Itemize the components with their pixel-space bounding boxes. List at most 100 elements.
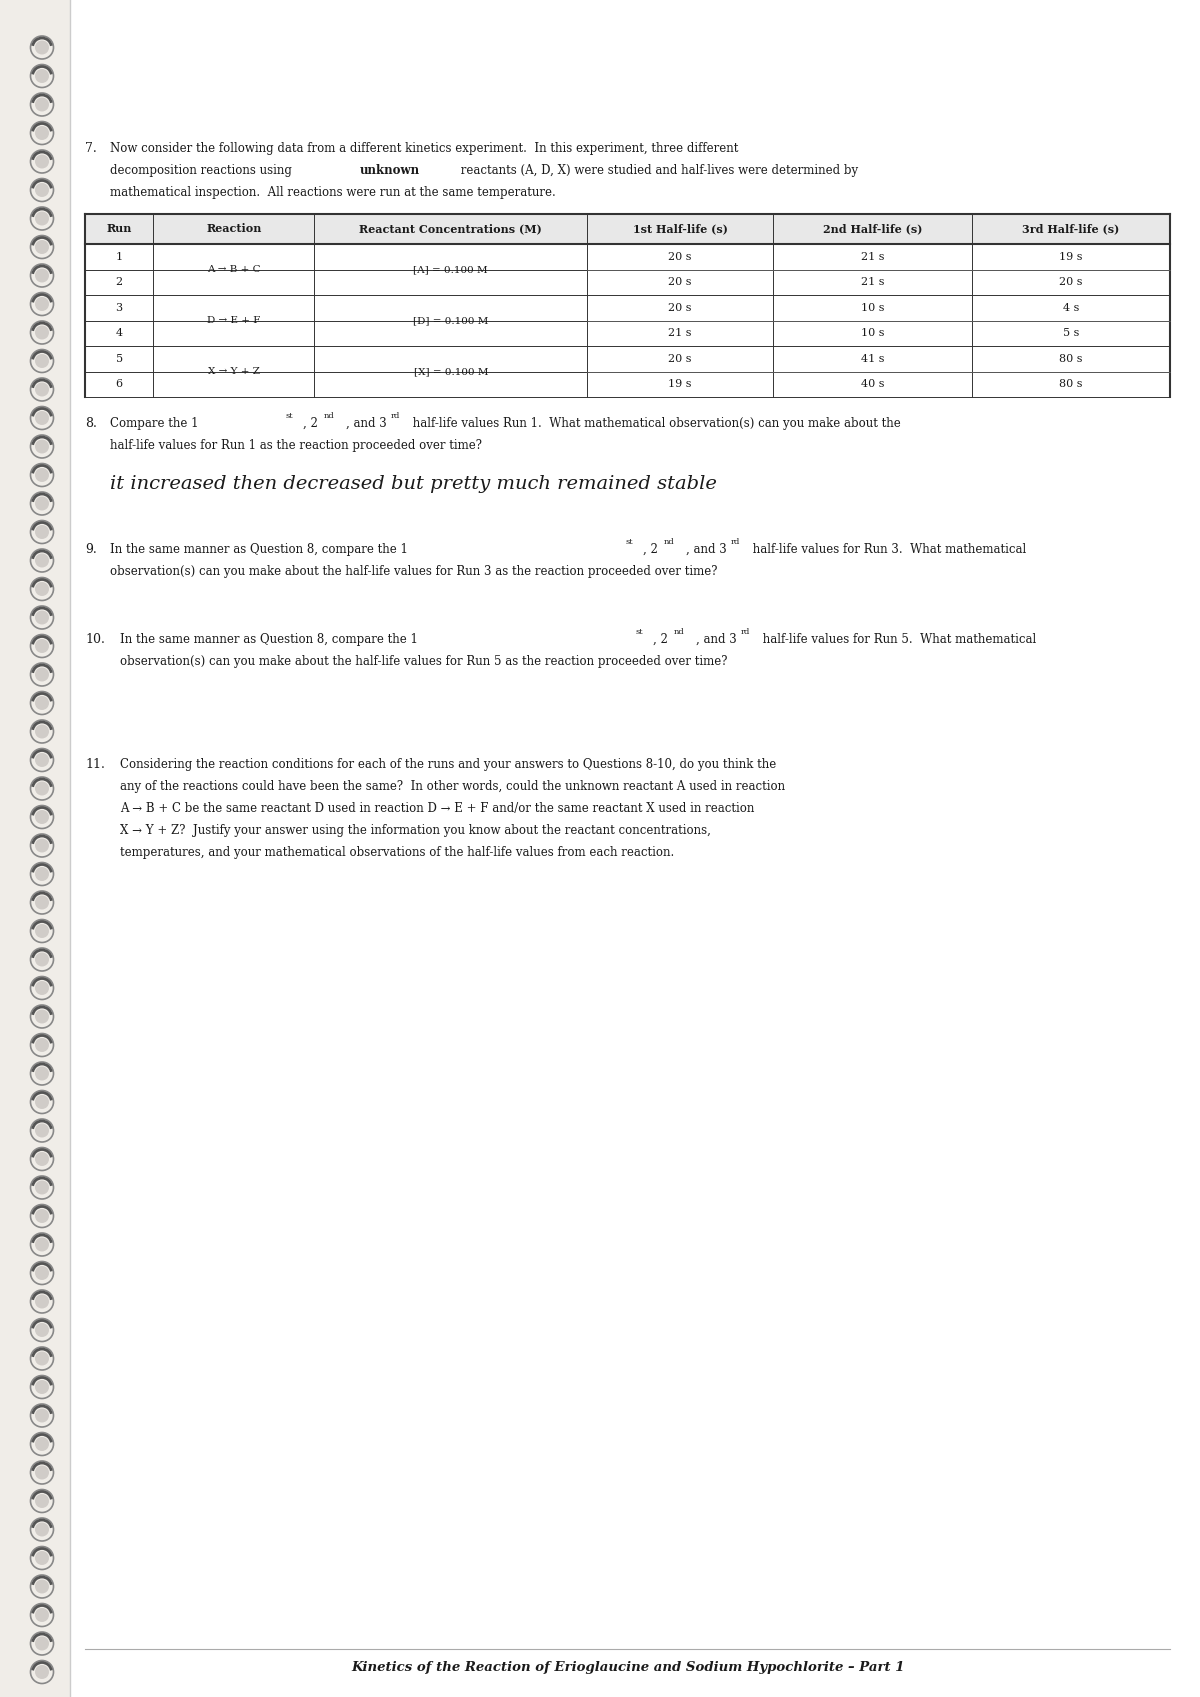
Circle shape [35,867,49,881]
Text: A → B + C: A → B + C [206,265,260,273]
Circle shape [35,1580,49,1593]
Circle shape [35,1208,49,1224]
Circle shape [35,896,49,910]
Text: 1st Half-life (s): 1st Half-life (s) [632,224,727,234]
Circle shape [35,1066,49,1081]
Text: 20 s: 20 s [1060,277,1082,287]
Circle shape [35,297,49,311]
Text: In the same manner as Question 8, compare the 1: In the same manner as Question 8, compar… [120,633,418,647]
Text: 2: 2 [115,277,122,287]
Text: 21 s: 21 s [668,328,692,338]
Circle shape [35,1493,49,1509]
Text: 10 s: 10 s [860,302,884,312]
Text: 5 s: 5 s [1063,328,1079,338]
Circle shape [35,611,49,624]
Text: half-life values for Run 5.  What mathematical: half-life values for Run 5. What mathema… [760,633,1037,647]
Circle shape [35,1295,49,1308]
Text: X → Y + Z: X → Y + Z [208,367,260,377]
Text: 20 s: 20 s [668,251,692,261]
Text: 20 s: 20 s [668,277,692,287]
Text: Now consider the following data from a different kinetics experiment.  In this e: Now consider the following data from a d… [110,143,738,154]
Text: 10.: 10. [85,633,104,647]
Text: it increased then decreased but pretty much remained stable: it increased then decreased but pretty m… [110,475,716,494]
Text: X → Y + Z?  Justify your answer using the information you know about the reactan: X → Y + Z? Justify your answer using the… [120,825,710,837]
Text: Kinetics of the Reaction of Erioglaucine and Sodium Hypochlorite – Part 1: Kinetics of the Reaction of Erioglaucine… [352,1661,905,1673]
Text: half-life values for Run 1 as the reaction proceeded over time?: half-life values for Run 1 as the reacti… [110,440,482,451]
Text: 20 s: 20 s [668,302,692,312]
Circle shape [35,667,49,682]
Circle shape [35,1665,49,1678]
Text: 40 s: 40 s [860,378,884,389]
Circle shape [35,1123,49,1137]
Text: Reaction: Reaction [206,224,262,234]
FancyBboxPatch shape [70,0,1200,1697]
Circle shape [35,126,49,139]
Text: 20 s: 20 s [668,353,692,363]
Circle shape [35,1551,49,1565]
Circle shape [35,440,49,453]
Text: st: st [626,538,634,546]
Text: 21 s: 21 s [860,251,884,261]
Text: 2nd Half-life (s): 2nd Half-life (s) [823,224,922,234]
Text: decomposition reactions using: decomposition reactions using [110,165,295,176]
Text: 6: 6 [115,378,122,389]
Text: temperatures, and your mathematical observations of the half-life values from ea: temperatures, and your mathematical obse… [120,847,674,859]
Circle shape [35,753,49,767]
Text: 19 s: 19 s [1060,251,1082,261]
Text: 21 s: 21 s [860,277,884,287]
Text: mathematical inspection.  All reactions were run at the same temperature.: mathematical inspection. All reactions w… [110,187,556,199]
Circle shape [35,70,49,83]
Circle shape [35,553,49,567]
Circle shape [35,1237,49,1251]
Text: nd: nd [664,538,674,546]
Circle shape [35,640,49,653]
Text: st: st [286,412,294,419]
Circle shape [35,782,49,796]
Text: 80 s: 80 s [1060,378,1082,389]
Circle shape [35,524,49,540]
Circle shape [35,981,49,994]
Text: 80 s: 80 s [1060,353,1082,363]
Text: 11.: 11. [85,759,104,770]
Circle shape [35,1380,49,1393]
Circle shape [35,582,49,596]
Circle shape [35,809,49,825]
Text: nd: nd [674,628,685,636]
Circle shape [35,725,49,738]
Circle shape [35,1324,49,1337]
Text: half-life values for Run 3.  What mathematical: half-life values for Run 3. What mathema… [749,543,1026,557]
Circle shape [35,1522,49,1536]
Text: A → B + C be the same reactant D used in reaction D → E + F and/or the same reac: A → B + C be the same reactant D used in… [120,803,755,815]
Text: any of the reactions could have been the same?  In other words, could the unknow: any of the reactions could have been the… [120,781,785,792]
Circle shape [35,1095,49,1110]
Circle shape [35,268,49,282]
Circle shape [35,1609,49,1622]
Text: 3rd Half-life (s): 3rd Half-life (s) [1022,224,1120,234]
Circle shape [35,1351,49,1366]
Text: 5: 5 [115,353,122,363]
Text: , 2: , 2 [302,417,318,429]
Text: Reactant Concentrations (M): Reactant Concentrations (M) [360,224,542,234]
Text: 41 s: 41 s [860,353,884,363]
Circle shape [35,212,49,226]
Circle shape [35,183,49,197]
Text: [A] = 0.100 M: [A] = 0.100 M [414,265,488,273]
Circle shape [35,1636,49,1651]
Text: st: st [636,628,643,636]
Text: rd: rd [742,628,750,636]
Circle shape [35,1437,49,1451]
Circle shape [35,239,49,255]
Circle shape [35,468,49,482]
Text: , 2: , 2 [653,633,668,647]
Circle shape [35,355,49,368]
Text: observation(s) can you make about the half-life values for Run 3 as the reaction: observation(s) can you make about the ha… [110,565,718,579]
Text: rd: rd [391,412,401,419]
Text: 4 s: 4 s [1063,302,1079,312]
Circle shape [35,696,49,709]
Circle shape [35,1266,49,1280]
Circle shape [35,326,49,339]
Text: D → E + F: D → E + F [208,316,260,326]
Circle shape [35,382,49,397]
Text: , 2: , 2 [643,543,658,557]
Text: 8.: 8. [85,417,97,429]
